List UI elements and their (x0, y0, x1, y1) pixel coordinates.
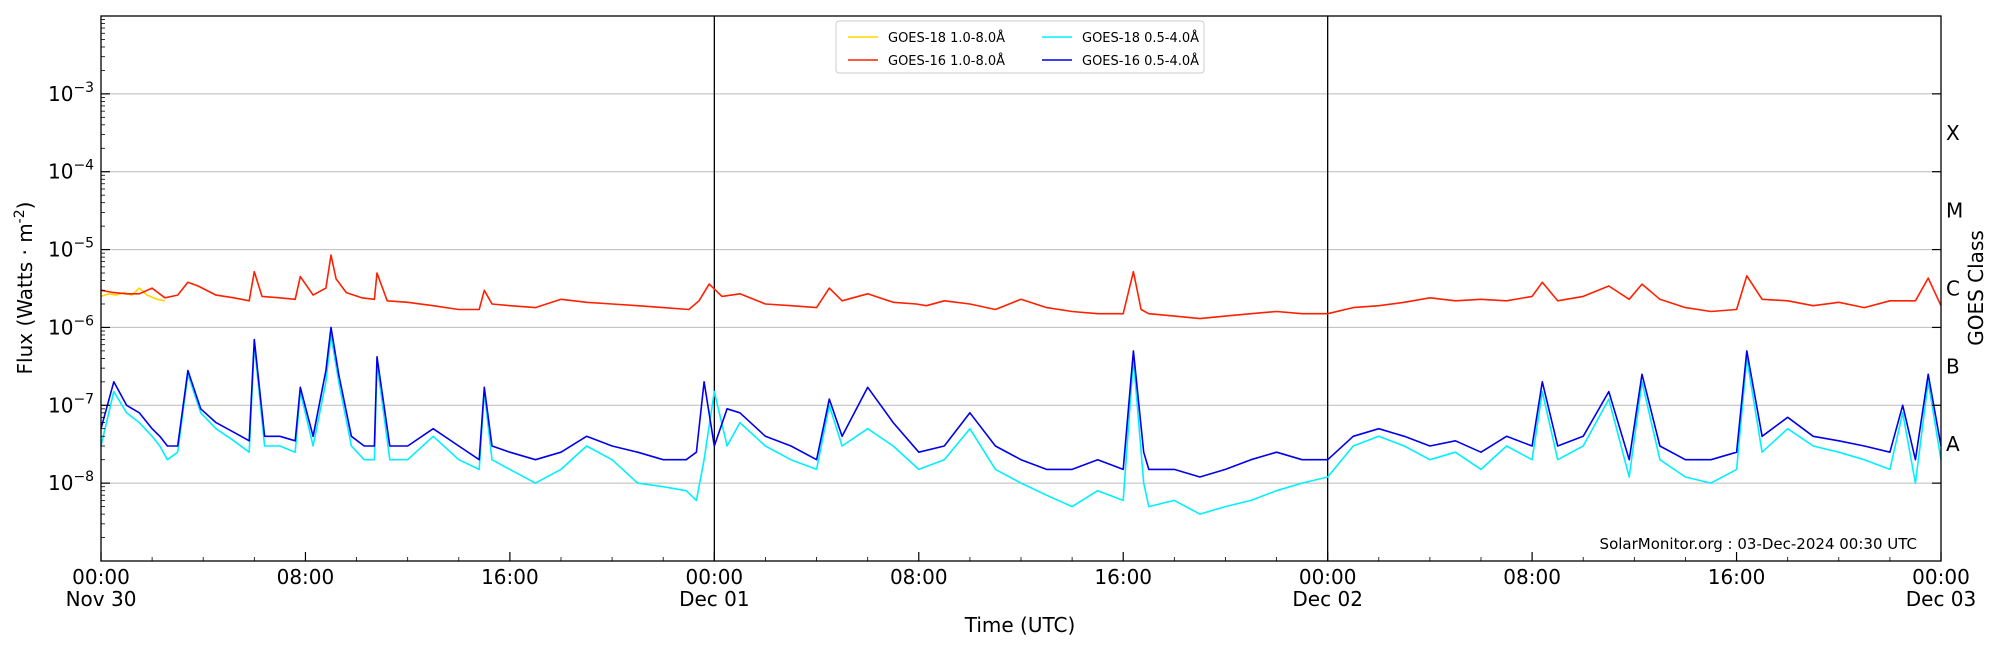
plot-frame (100, 15, 1942, 562)
legend: GOES-18 1.0-8.0Å GOES-16 1.0-8.0Å GOES-18 … (835, 20, 1205, 74)
series-layer (100, 254, 1942, 515)
legend-label-0: GOES-18 1.0-8.0Å (888, 30, 1005, 46)
y-tick-label-base: 10 (48, 238, 73, 262)
x-tick-date-0: Nov 30 (66, 587, 137, 611)
y-tick-label-exponent: −4 (73, 158, 94, 174)
x-tick-label-8: 16:00 (1708, 565, 1766, 589)
y-tick-label-1: 10−4 (48, 158, 94, 184)
y-tick-label-4: 10−7 (48, 391, 94, 417)
y-tick-label-base: 10 (48, 315, 73, 339)
y-tick-label-exponent: −5 (73, 236, 94, 252)
class-label-m: M (1946, 199, 1963, 223)
y-tick-label-exponent: −7 (73, 391, 94, 407)
y-tick-label-2: 10−5 (48, 236, 94, 262)
class-label-x: X (1946, 121, 1960, 145)
y-tick-label-3: 10−6 (48, 313, 94, 339)
y-axis-label: Flux (Watts · m-2) (12, 202, 37, 375)
series-line-1 (100, 254, 1942, 320)
y-tick-label-exponent: −8 (73, 469, 94, 485)
class-label-b: B (1946, 354, 1960, 378)
y-tick-label-0: 10−3 (48, 80, 94, 106)
series-line-0 (100, 287, 166, 302)
y-tick-label-base: 10 (48, 82, 73, 106)
class-label-c: C (1946, 277, 1960, 301)
y-tick-label-5: 10−8 (48, 469, 94, 495)
x-tick-label-9: 00:00 (1912, 565, 1970, 589)
y-tick-label-exponent: −3 (73, 80, 94, 96)
legend-label-2: GOES-18 0.5-4.0Å (1082, 30, 1199, 46)
x-tick-label-3: 00:00 (686, 565, 744, 589)
x-tick-date-3: Dec 01 (679, 587, 750, 611)
x-tick-label-4: 08:00 (890, 565, 948, 589)
y-tick-label-exponent: −6 (73, 313, 94, 329)
y-tick-label-base: 10 (48, 393, 73, 417)
x-tick-label-0: 00:00 (72, 565, 130, 589)
legend-box (835, 20, 1205, 74)
class-label-a: A (1946, 432, 1960, 456)
x-axis-label: Time (UTC) (964, 613, 1076, 637)
y-tick-label-base: 10 (48, 471, 73, 495)
y-axis-label-exponent: -2 (12, 209, 28, 223)
x-tick-label-7: 08:00 (1503, 565, 1561, 589)
y-tick-label-base: 10 (48, 160, 73, 184)
timestamp-annotation: SolarMonitor.org : 03-Dec-2024 00:30 UTC (1600, 535, 1917, 553)
y-axis-label-close: ) (13, 202, 37, 210)
x-tick-date-9: Dec 03 (1906, 587, 1977, 611)
x-tick-label-5: 16:00 (1094, 565, 1152, 589)
x-tick-label-6: 00:00 (1299, 565, 1357, 589)
x-tick-label-1: 08:00 (277, 565, 335, 589)
legend-label-3: GOES-16 0.5-4.0Å (1082, 53, 1199, 69)
goes-class-label: GOES Class (1964, 230, 1988, 346)
y-axis-label-text: Flux (Watts · m (13, 223, 37, 374)
series-line-3 (100, 326, 1942, 478)
x-tick-date-6: Dec 02 (1292, 587, 1363, 611)
x-tick-label-2: 16:00 (481, 565, 539, 589)
legend-label-1: GOES-16 1.0-8.0Å (888, 53, 1005, 69)
